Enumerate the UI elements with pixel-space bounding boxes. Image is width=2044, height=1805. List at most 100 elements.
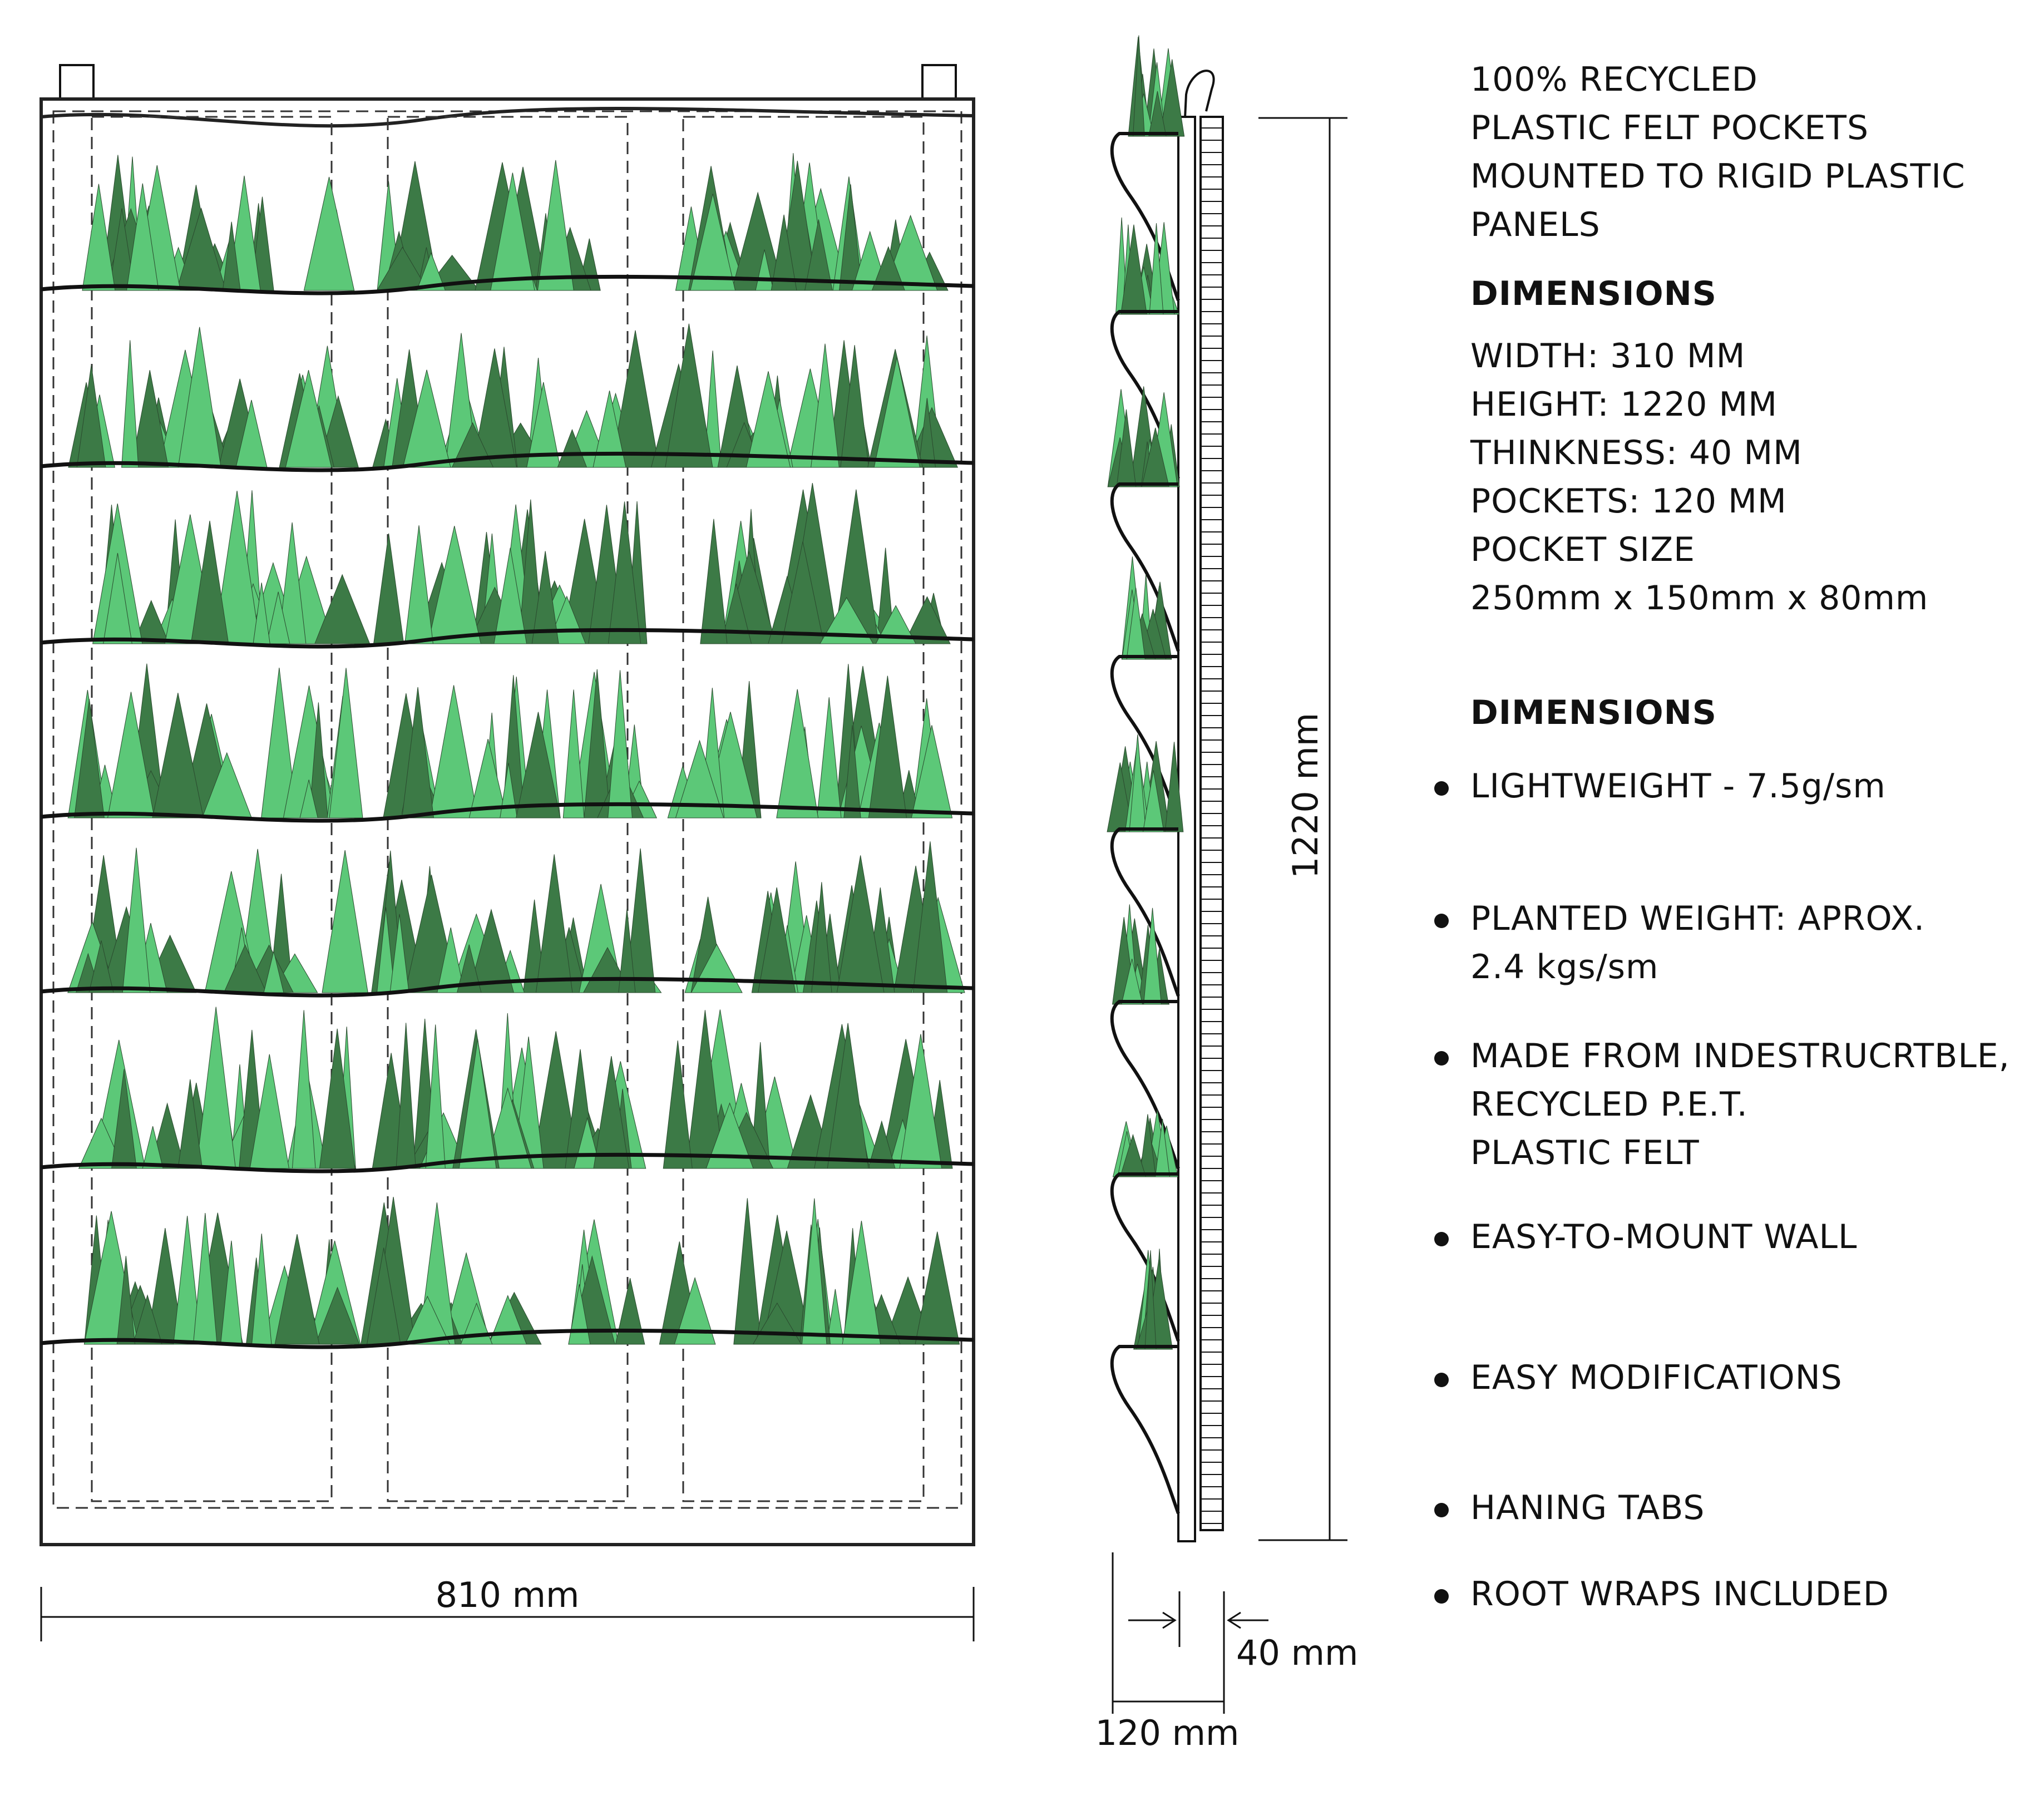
plant-leaf	[1164, 742, 1184, 832]
plant-leaf	[500, 763, 518, 818]
plant-leaf	[1129, 734, 1147, 832]
plant-leaf	[663, 1040, 693, 1169]
plant-leaf	[745, 371, 791, 468]
ladder-panel	[1199, 116, 1224, 1531]
feature-text: RECYCLED P.E.T.	[1470, 1085, 1748, 1124]
plant-leaf	[1120, 224, 1147, 315]
plant-leaf	[78, 1117, 125, 1169]
side-pocket	[1110, 1249, 1180, 1515]
bullet-icon	[1434, 1503, 1449, 1517]
feature-text: EASY-TO-MOUNT WALL	[1470, 1217, 1858, 1256]
plant-leaf	[427, 526, 481, 644]
plant-cluster	[376, 160, 601, 291]
plant-leaf	[802, 1198, 827, 1345]
plant-leaf	[781, 541, 824, 644]
plant-leaf	[811, 343, 840, 468]
feature-text: HANING TABS	[1470, 1488, 1705, 1527]
plant-leaf	[537, 160, 574, 291]
plant-leaf	[74, 699, 105, 818]
plant-leaf	[429, 685, 478, 818]
plant-leaf	[1119, 1133, 1147, 1177]
plant-leaf	[103, 553, 132, 644]
total-depth-label: 120 mm	[1095, 1713, 1240, 1753]
plant-leaf	[299, 780, 318, 818]
pocket-seam	[41, 802, 974, 823]
plant-leaf	[329, 668, 363, 818]
plant-cluster	[667, 664, 953, 818]
plant-leaf	[557, 428, 587, 468]
plant-leaf	[840, 345, 870, 468]
plant-leaf	[131, 370, 169, 468]
plant-leaf	[593, 1056, 630, 1169]
plant-cluster	[67, 847, 368, 993]
bullet-icon	[1434, 914, 1449, 928]
side-pocket	[1110, 35, 1185, 302]
pocket-row	[41, 663, 974, 823]
features-heading: DIMENSIONS	[1470, 693, 1717, 732]
plant-leaf	[490, 172, 535, 291]
pocket-seam	[41, 977, 974, 998]
hanging-loop	[1184, 70, 1215, 119]
plant-leaf	[1142, 770, 1164, 832]
plant-cluster	[82, 155, 355, 291]
pocket-row	[41, 153, 974, 295]
depth-dimension: 40 mm 120 mm	[1095, 1552, 1358, 1753]
plant-leaf	[518, 499, 543, 644]
plant-leaf	[416, 251, 446, 291]
plant-leaf	[173, 1216, 202, 1345]
pocket-row	[41, 1007, 974, 1173]
plant-leaf	[516, 712, 561, 818]
bullet-icon	[1434, 1232, 1449, 1246]
plant-leaf	[292, 1010, 316, 1169]
plant-leaf	[82, 184, 116, 291]
plant-cluster	[373, 499, 648, 644]
plant-leaf	[827, 1023, 869, 1169]
plant-leaf	[839, 184, 862, 291]
plant-leaf	[912, 841, 948, 993]
height-dimension: 1220 mm	[1258, 117, 1347, 1541]
plant-leaf	[1159, 59, 1185, 137]
hanging-tab-right	[921, 64, 957, 101]
plant-leaf	[615, 1278, 645, 1345]
plant-leaf	[1155, 1118, 1171, 1177]
plant-leaf	[593, 390, 626, 468]
description-line: 100% RECYCLED	[1470, 60, 1758, 99]
plant-leaf	[404, 525, 433, 644]
description-line: PLASTIC FELT POCKETS	[1470, 109, 1869, 147]
plant-leaf	[261, 667, 298, 818]
plant-leaf	[608, 670, 633, 818]
plant-leaf	[142, 1126, 164, 1169]
plant-cluster	[684, 841, 965, 993]
plant-leaf	[611, 330, 660, 468]
side-pocket	[1110, 1109, 1180, 1342]
feature-text: EASY MODIFICATIONS	[1470, 1358, 1843, 1397]
plant-leaf	[826, 1289, 844, 1345]
width-label: 810 mm	[436, 1575, 580, 1615]
plant-leaf	[1141, 427, 1169, 487]
plant-leaf	[133, 600, 170, 644]
bullet-icon	[1434, 1051, 1449, 1066]
plant-leaf	[493, 548, 527, 644]
plant-leaf	[625, 848, 656, 993]
plant-leaf	[720, 583, 752, 644]
plant-cluster	[92, 490, 371, 644]
plant-leaf	[873, 357, 920, 468]
plant-leaf	[903, 596, 951, 644]
plant-cluster	[383, 669, 658, 818]
plant-leaf	[111, 1069, 137, 1169]
plant-leaf	[618, 909, 636, 993]
plant-leaf	[608, 501, 641, 644]
plant-leaf	[285, 370, 332, 468]
plant-leaf	[705, 1102, 754, 1169]
plant-leaf	[76, 365, 106, 468]
plant-leaf	[817, 697, 842, 818]
plant-leaf	[116, 1256, 136, 1345]
plant-leaf	[425, 1024, 446, 1169]
pocket-seam	[41, 1328, 974, 1349]
pocket-row	[41, 841, 974, 998]
plant-leaf	[177, 1079, 203, 1169]
plant-cluster	[371, 848, 662, 993]
plant-leaf	[107, 692, 155, 818]
plant-leaf	[733, 1198, 762, 1345]
